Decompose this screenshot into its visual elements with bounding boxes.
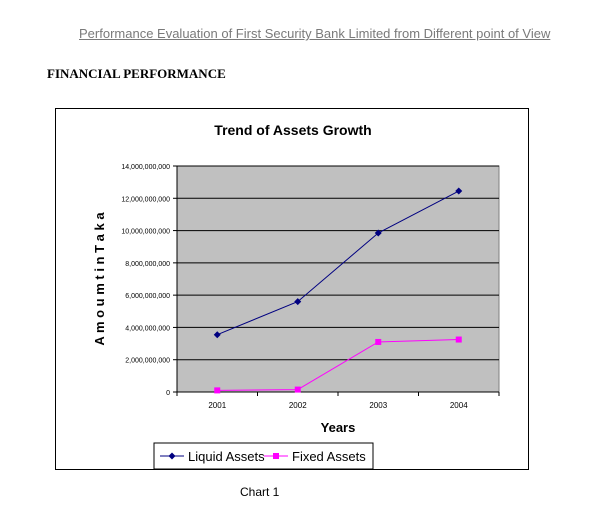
chart-title: Trend of Assets Growth [214,122,371,138]
x-tick-label: 2001 [208,401,226,410]
series-line-1 [217,190,459,336]
y-tick-label: 0 [166,390,170,397]
data-point-1 [455,187,463,195]
legend-label-2: Fixed Assets [292,449,366,464]
legend-box [153,442,374,470]
y-tick-label: 4,000,000,000 [125,325,170,332]
document-header: Performance Evaluation of First Security… [79,26,551,41]
data-point-2 [455,336,462,343]
chart-frame: Trend of Assets Growth 0 2,000,000,000 4,00… [55,108,529,470]
legend-label-1: Liquid Assets [188,449,265,464]
trend-chart: Trend of Assets Growth 0 2,000,000,000 4,00… [92,122,500,470]
y-axis-label: A m o u m t i n T a k a [92,212,107,346]
data-point-1 [294,298,302,306]
chart-caption: Chart 1 [240,485,280,499]
y-tick-label: 6,000,000,000 [125,293,170,300]
section-title: FINANCIAL PERFORMANCE [47,66,226,81]
legend-marker [168,452,176,460]
x-axis-label: Years [321,420,356,435]
y-tick-label: 12,000,000,000 [121,196,170,203]
y-tick-label: 2,000,000,000 [125,358,170,365]
data-point-2 [375,338,382,345]
legend-marker [273,453,279,459]
series-line-2 [217,339,459,391]
data-point-2 [214,387,221,394]
y-tick-label: 10,000,000,000 [121,229,170,236]
y-tick-label: 8,000,000,000 [125,261,170,268]
x-tick-label: 2003 [369,401,387,410]
data-point-1 [213,331,221,339]
plot-area [176,165,500,393]
data-point-1 [374,229,382,237]
data-point-2 [294,386,301,393]
x-tick-label: 2004 [450,401,468,410]
y-tick-label: 14,000,000,000 [121,164,170,171]
x-tick-label: 2002 [289,401,307,410]
